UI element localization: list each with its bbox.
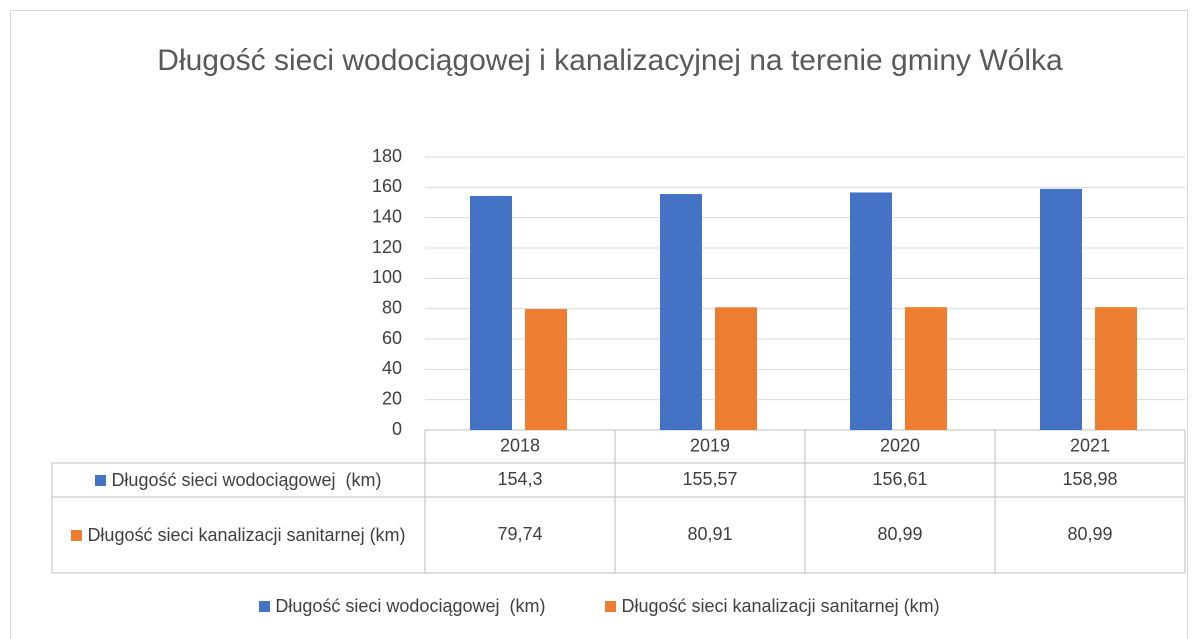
y-tick-label: 180: [372, 146, 402, 166]
table-value: 154,3: [497, 469, 542, 489]
legend-label: Długość sieci kanalizacji sanitarnej (km…: [621, 596, 940, 616]
legend-item: Długość sieci kanalizacji sanitarnej (km…: [605, 596, 940, 617]
legend-marker: [95, 475, 107, 486]
y-tick-label: 20: [382, 388, 402, 408]
y-tick-label: 140: [372, 206, 402, 226]
table-value: 80,99: [877, 524, 922, 544]
bar: [1095, 307, 1137, 430]
legend-item: Długość sieci wodociągowej (km): [259, 596, 545, 617]
bar: [660, 194, 702, 430]
bar: [905, 307, 947, 430]
y-tick-label: 60: [382, 328, 402, 348]
y-tick-label: 0: [392, 419, 402, 439]
chart-title: Długość sieci wodociągowej i kanalizacyj…: [157, 44, 1063, 77]
bar: [715, 307, 757, 430]
legend: Długość sieci wodociągowej (km) Długość s…: [0, 596, 1199, 617]
bar: [850, 192, 892, 430]
row-label-text: Długość sieci kanalizacji sanitarnej (km…: [71, 522, 406, 548]
y-tick-label: 80: [382, 297, 402, 317]
bar: [470, 195, 512, 430]
table-value: 80,99: [1067, 524, 1112, 544]
x-tick-label: 2018: [500, 435, 540, 455]
table-value: 158,98: [1062, 469, 1117, 489]
legend-marker: [605, 601, 617, 612]
bar: [1040, 188, 1082, 430]
table-row-label: Długość sieci wodociągowej (km): [52, 463, 425, 497]
x-tick-label: 2019: [690, 435, 730, 455]
chart-frame: [10, 10, 1188, 639]
x-tick-label: 2021: [1070, 435, 1110, 455]
series-name: Długość sieci kanalizacji sanitarnej (km…: [87, 525, 406, 545]
y-tick-label: 120: [372, 237, 402, 257]
y-tick-label: 100: [372, 267, 402, 287]
x-tick-label: 2020: [880, 435, 920, 455]
bar: [525, 309, 567, 430]
legend-marker: [71, 530, 83, 541]
legend-label: Długość sieci wodociągowej (km): [275, 596, 546, 616]
table-value: 155,57: [682, 469, 737, 489]
table-row-label: Długość sieci kanalizacji sanitarnej (km…: [52, 497, 425, 573]
y-tick-label: 160: [372, 176, 402, 196]
table-value: 79,74: [497, 524, 542, 544]
row-label-text: Długość sieci wodociągowej (km): [95, 467, 382, 493]
table-value: 156,61: [872, 469, 927, 489]
legend-marker: [259, 601, 271, 612]
table-value: 80,91: [687, 524, 732, 544]
y-tick-label: 40: [382, 358, 402, 378]
series-name: Długość sieci wodociągowej (km): [111, 470, 382, 490]
